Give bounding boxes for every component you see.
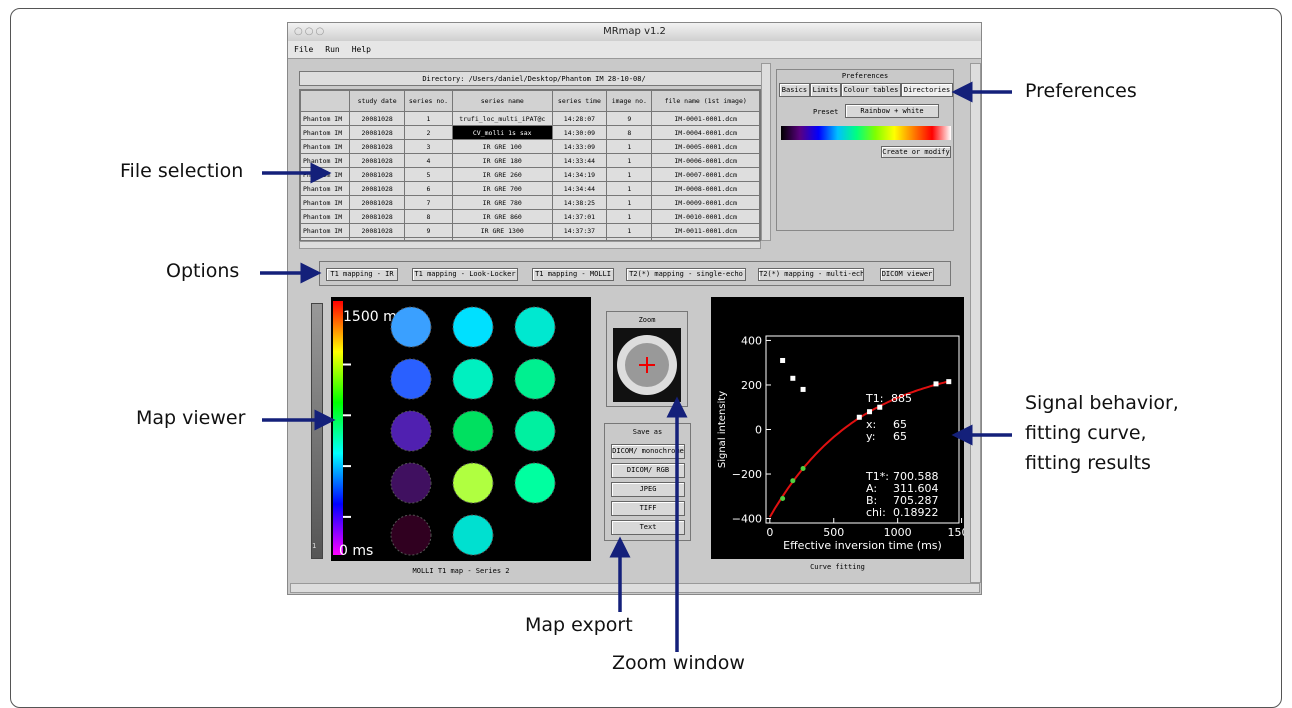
annotation: Signal behavior,	[1025, 392, 1179, 414]
annotation: Map viewer	[136, 407, 245, 429]
annotation: Zoom window	[612, 652, 745, 674]
annotation: Preferences	[1025, 80, 1137, 102]
annotation-arrows	[260, 92, 1012, 652]
annotation: Options	[166, 260, 239, 282]
annotation: fitting results	[1025, 452, 1151, 474]
page: ○○○ MRmap v1.2 FileRunHelp Directory: /U…	[0, 0, 1292, 678]
annotation: Map export	[525, 614, 633, 636]
annotation: fitting curve,	[1025, 422, 1147, 444]
annotation: File selection	[120, 160, 243, 182]
